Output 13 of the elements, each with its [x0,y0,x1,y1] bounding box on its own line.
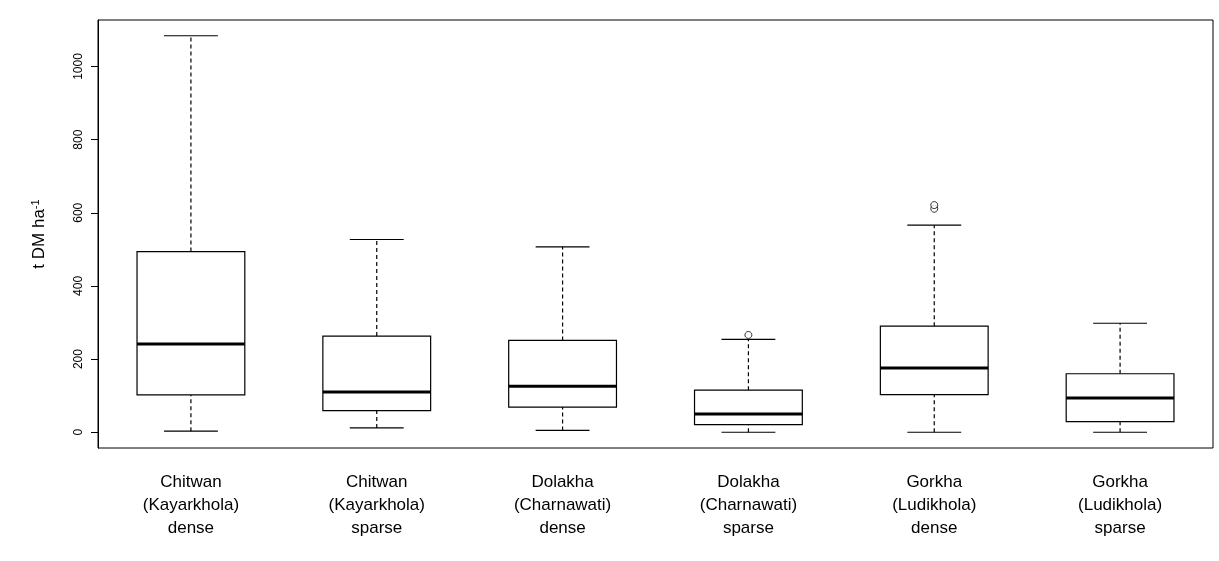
y-axis-title: t DM ha-1 [28,199,48,269]
x-tick-label: Chitwan (Kayarkhola) sparse [328,472,425,537]
y-tick-label: 200 [71,348,85,370]
x-tick-label: Dolakha (Charnawati) sparse [699,472,798,537]
x-tick-label: Gorkha (Ludikhola) sparse [1078,472,1163,537]
x-tick-label: Dolakha (Charnawati) dense [513,472,612,537]
y-tick-label: 400 [71,275,85,296]
y-tick-label: 1000 [71,52,85,80]
x-tick-label: Gorkha (Ludikhola) dense [892,472,977,537]
x-tick-label: Chitwan (Kayarkhola) dense [142,472,240,537]
y-tick-label: 600 [71,202,85,223]
y-tick-label: 0 [71,428,85,436]
y-tick-label: 800 [71,129,85,150]
